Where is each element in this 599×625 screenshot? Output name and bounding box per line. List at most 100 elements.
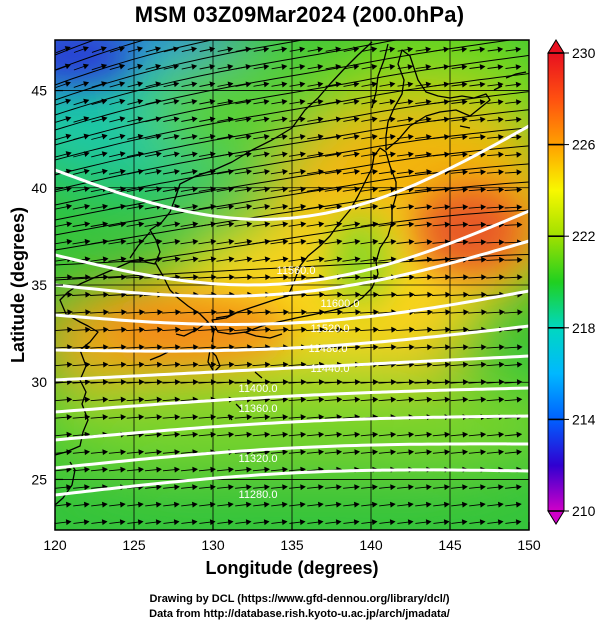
wind-arrow-head <box>498 116 504 123</box>
wind-arrow-head <box>319 309 325 316</box>
wind-arrow-head <box>119 519 126 526</box>
wind-arrow-head <box>210 151 216 158</box>
wind-arrow-head <box>210 168 216 175</box>
wind-arrow-head <box>317 99 324 105</box>
wind-arrow-head <box>264 169 271 175</box>
wind-arrow-head <box>445 309 451 316</box>
wind-arrow-head <box>228 431 235 438</box>
height-contour <box>55 324 529 353</box>
wind-arrow-head <box>299 116 306 123</box>
wind-arrow-head <box>391 344 397 351</box>
wind-arrow-head <box>389 99 396 105</box>
wind-arrow-head <box>480 361 487 368</box>
wind-arrow-head <box>462 169 469 176</box>
wind-arrow-head <box>227 501 234 508</box>
streamline <box>55 40 514 131</box>
contour-label: 11520.0 <box>311 323 350 335</box>
wind-arrow-head <box>120 379 127 386</box>
wind-arrow-head <box>372 449 379 456</box>
wind-arrow-head <box>282 151 288 158</box>
wind-arrow-head <box>409 344 415 351</box>
wind-arrow-head <box>264 431 271 438</box>
wind-arrow-head <box>371 64 378 70</box>
wind-arrow-head <box>301 291 307 298</box>
wind-arrow-head <box>119 98 126 105</box>
wind-arrow-head <box>83 168 90 175</box>
wind-arrow-head <box>480 239 487 246</box>
wind-arrow-head <box>426 239 433 246</box>
wind-arrow-head <box>193 309 199 316</box>
wind-arrow-head <box>85 326 91 333</box>
wind-arrow-head <box>499 344 505 351</box>
wind-arrow-head <box>461 519 468 526</box>
wind-arrow-head <box>282 431 289 438</box>
wind-arrow-head <box>353 64 360 70</box>
wind-arrow-head <box>139 274 145 281</box>
wind-arrow-head <box>444 484 450 491</box>
wind-arrow-head <box>85 344 91 351</box>
colorbar-tick-label: 226 <box>572 137 596 153</box>
wind-arrow-head <box>301 326 307 333</box>
wind-arrow-head <box>497 99 504 106</box>
wind-arrow-head <box>445 274 451 281</box>
wind-arrow-head <box>281 46 288 53</box>
wind-arrow-head <box>191 116 198 123</box>
wind-arrow-head <box>173 63 180 70</box>
y-tick-label: 45 <box>31 83 47 99</box>
colorbar <box>547 39 565 525</box>
wind-arrow-head <box>300 151 306 158</box>
wind-arrow-head <box>155 46 162 53</box>
wind-arrow-head <box>408 379 415 386</box>
wind-arrow-head <box>426 361 433 368</box>
wind-arrow-head <box>263 519 270 526</box>
wind-arrow-head <box>408 431 415 438</box>
wind-arrow-head <box>337 291 343 298</box>
wind-arrow-head <box>227 64 234 70</box>
wind-arrow-head <box>389 501 396 508</box>
wind-arrow-head <box>174 484 180 491</box>
wind-arrow-head <box>336 414 343 421</box>
wind-arrow-head <box>516 151 522 158</box>
wind-arrow-head <box>426 134 432 141</box>
wind-arrow-head <box>227 519 234 526</box>
wind-arrow-head <box>191 98 198 105</box>
wind-arrow-head <box>299 99 306 105</box>
wind-arrow-head <box>516 361 523 368</box>
wind-arrow-head <box>102 221 109 228</box>
wind-arrow-head <box>66 221 73 228</box>
wind-arrow-head <box>281 519 288 526</box>
wind-arrow-head <box>391 291 397 298</box>
wind-arrow-head <box>174 238 181 245</box>
wind-arrow-head <box>463 309 469 316</box>
wind-arrow-head <box>211 344 217 351</box>
wind-arrow-head <box>102 168 108 175</box>
wind-arrow-head <box>354 151 360 158</box>
wind-arrow-head <box>516 186 523 193</box>
wind-arrow-head <box>65 151 72 157</box>
wind-arrow-head <box>373 309 379 316</box>
wind-arrow-head <box>228 466 234 473</box>
contour-label: 11560.0 <box>277 265 316 277</box>
wind-arrow-head <box>265 274 271 281</box>
wind-arrow-head <box>517 274 523 281</box>
colorbar-ticks: 210 214 218 222 226 230 <box>548 45 596 519</box>
wind-arrow-head <box>317 46 324 53</box>
wind-arrow-head <box>155 133 162 140</box>
wind-arrow-head <box>499 256 505 263</box>
wind-arrow-head <box>407 501 414 508</box>
streamline <box>55 209 529 266</box>
wind-arrow-head <box>281 99 288 105</box>
height-contour <box>55 124 529 221</box>
colorbar-tick-label: 230 <box>572 45 596 61</box>
wind-arrow-head <box>192 431 199 438</box>
wind-arrow-head <box>263 116 270 123</box>
wind-arrow-head <box>282 256 289 263</box>
wind-arrow-head <box>120 449 127 456</box>
wind-arrow-head <box>425 46 432 53</box>
wind-arrow-head <box>264 186 271 193</box>
wind-arrow-head <box>354 396 361 403</box>
wind-arrow-head <box>499 309 505 316</box>
wind-arrow-head <box>300 466 306 473</box>
wind-arrow-head <box>282 379 289 386</box>
contour-labels: 11560.0 11600.0 11520.0 11480.0 11440.0 11400… <box>239 265 360 501</box>
